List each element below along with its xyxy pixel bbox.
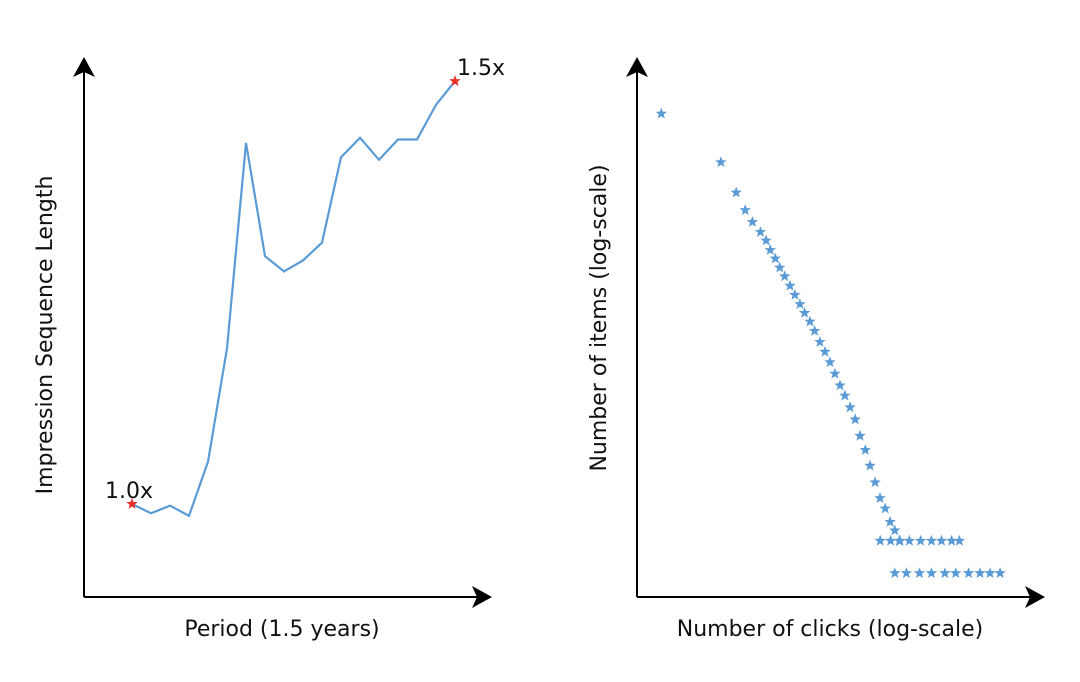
point [935,534,948,546]
point [939,567,951,578]
y-axis-label: Impression Sequence Length [33,176,58,495]
point [808,325,821,336]
point [754,226,767,237]
point [715,156,727,168]
point [874,492,886,503]
point [893,534,906,546]
point [879,502,891,514]
point [953,534,966,546]
x-arrow [1025,586,1045,608]
point [774,261,786,273]
point [746,216,759,227]
annotation-label: 1.5x [457,56,505,81]
point [779,270,791,282]
point [925,534,938,546]
y-arrow [73,57,95,77]
point [950,567,962,578]
axes-right: Number of clicks (log-scale) Number of i… [587,57,1045,642]
point [869,476,881,488]
point [849,413,861,425]
point [814,336,826,347]
point [798,306,811,318]
point [739,204,751,215]
point [834,379,846,391]
point [889,567,901,578]
annotation-marker [126,498,138,509]
point [804,315,816,327]
point [794,298,806,309]
point [789,288,801,300]
point [994,567,1006,578]
point [854,429,866,441]
point [764,244,776,255]
point [829,367,841,379]
point [819,345,831,357]
point [962,567,975,578]
y-axis-label: Number of items (log-scale) [587,164,612,471]
point [984,567,996,578]
point [824,356,836,368]
point [839,389,851,401]
point [889,524,901,536]
point [914,534,927,546]
annotation-label: 1.0x [105,479,153,504]
point [784,279,796,291]
y-arrow [626,57,648,77]
point [945,534,958,546]
point [903,534,916,546]
annotation-marker [449,75,461,86]
x-arrow [472,586,492,608]
point [925,567,938,578]
line [131,80,456,518]
point [913,567,926,578]
point [859,444,871,455]
point [760,234,772,246]
point [874,534,886,546]
point [900,567,913,578]
point [864,459,876,471]
axes-left: Period (1.5 years) Impression Sequence L… [33,57,492,642]
point [730,186,742,198]
point [655,107,667,119]
point [769,252,781,264]
point [974,567,986,578]
point [884,515,896,527]
point [884,534,897,546]
x-axis-label: Number of clicks (log-scale) [677,617,984,642]
x-axis-label: Period (1.5 years) [184,617,379,642]
point [844,401,856,413]
